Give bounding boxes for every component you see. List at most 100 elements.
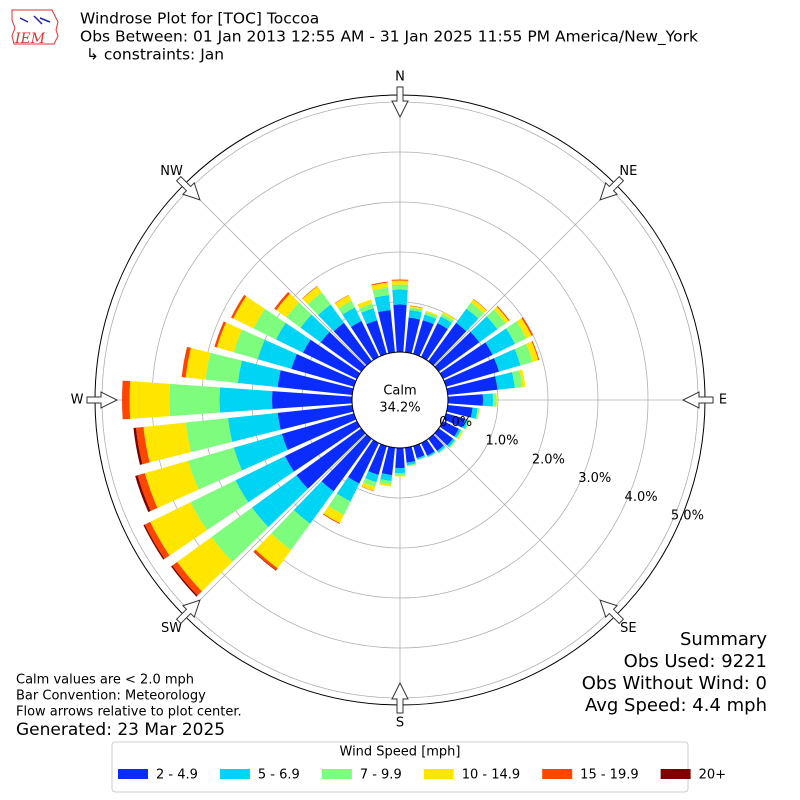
bar-segment xyxy=(307,292,331,316)
bar-segment xyxy=(470,407,478,419)
bar-segment xyxy=(506,321,527,344)
bar-segment xyxy=(442,311,455,321)
bar-segment xyxy=(379,479,392,485)
compass-label: NW xyxy=(160,164,183,179)
bar-segment xyxy=(456,429,463,439)
legend-title: Wind Speed [mph] xyxy=(340,745,461,760)
radial-tick-label: 0.0% xyxy=(439,415,472,430)
bar-segment xyxy=(494,348,521,372)
bar-segment xyxy=(391,279,409,281)
bar-segment xyxy=(427,451,436,458)
compass-label: S xyxy=(396,716,404,731)
flow-arrow xyxy=(391,86,409,119)
flow-arrow-shape xyxy=(175,175,201,201)
bar-segment xyxy=(477,408,480,420)
spoke xyxy=(184,433,367,616)
bar-segment xyxy=(143,524,165,560)
bar-segment xyxy=(437,445,446,453)
bar-segment xyxy=(413,320,434,357)
bar-segment xyxy=(129,381,171,419)
flow-arrow xyxy=(599,175,625,201)
logo-outline xyxy=(11,9,59,45)
bar-segment xyxy=(188,447,242,490)
bar-segment xyxy=(422,314,437,325)
bar-segment xyxy=(409,307,423,313)
bar-segment xyxy=(371,281,388,286)
bar-segment xyxy=(374,295,391,313)
bar-segment xyxy=(302,286,322,305)
logo-text: IEM xyxy=(14,31,46,47)
bar-segment xyxy=(361,482,376,491)
compass-label: SE xyxy=(620,621,636,636)
bar-segment xyxy=(365,471,379,483)
bar-segment xyxy=(286,302,312,328)
bar-segment xyxy=(253,551,277,571)
logo-lines xyxy=(19,15,51,25)
bar-segment xyxy=(438,446,446,454)
bar-segment xyxy=(409,306,423,310)
bar-segment xyxy=(216,322,242,353)
bar-segment xyxy=(328,493,351,516)
bar-segment xyxy=(237,360,281,388)
bar-segment xyxy=(296,428,366,489)
bar-segment xyxy=(333,322,372,366)
bar-segment xyxy=(496,393,497,407)
legend-label: 20+ xyxy=(699,768,726,783)
bar-segment xyxy=(272,391,353,409)
bar-segment xyxy=(457,430,464,440)
bar-segment xyxy=(378,482,392,487)
bar-segment xyxy=(277,370,354,395)
bar-segment xyxy=(135,426,150,465)
bar-segment xyxy=(464,419,470,430)
bar-segment xyxy=(347,439,379,484)
bar-segment xyxy=(185,347,211,380)
flow-arrow xyxy=(391,681,409,714)
bar-segment xyxy=(391,284,409,290)
spoke xyxy=(433,433,616,616)
chart-subtitle: Obs Between: 01 Jan 2013 12:55 AM - 31 J… xyxy=(80,28,698,47)
bar-segment xyxy=(211,507,269,562)
legend-label: 5 - 6.9 xyxy=(258,768,300,783)
bar-segment xyxy=(300,314,330,343)
bar-segment xyxy=(427,452,436,458)
summary-line: Summary xyxy=(680,629,767,650)
bar-segment xyxy=(235,456,294,503)
bar-segment xyxy=(361,486,374,492)
bar-segment xyxy=(439,342,493,379)
bar-segment xyxy=(519,369,526,388)
legend-swatch xyxy=(660,769,691,779)
bar-segment xyxy=(334,295,352,309)
bar-segment xyxy=(177,536,233,592)
bar-segment xyxy=(475,408,480,420)
bar-segment xyxy=(446,405,473,418)
bar-segment xyxy=(253,308,286,340)
flow-arrow-shape xyxy=(599,175,625,201)
bar-segment xyxy=(406,464,417,467)
bar-segment xyxy=(219,387,273,413)
bar-segment xyxy=(251,475,308,528)
bar-segment xyxy=(470,299,487,314)
bar-segment xyxy=(473,298,487,311)
spoke xyxy=(433,184,616,367)
bar-segment xyxy=(408,309,422,320)
calm-circle xyxy=(351,351,449,449)
bar-segment xyxy=(361,308,378,325)
bar-segment xyxy=(405,446,416,463)
bar-segment xyxy=(394,467,406,473)
compass-label: E xyxy=(719,393,727,408)
flow-arrow-shape xyxy=(681,391,714,409)
bar-segment xyxy=(514,343,533,366)
bar-segment xyxy=(214,321,226,348)
legend-label: 2 - 4.9 xyxy=(156,768,198,783)
bar-segment xyxy=(449,440,457,449)
bar-segment xyxy=(434,331,480,372)
bar-segment xyxy=(284,421,361,472)
bar-segment xyxy=(338,300,355,315)
bar-segment xyxy=(133,427,143,465)
flow-arrow-shape xyxy=(86,391,119,409)
bar-segment xyxy=(322,513,340,525)
bar-segment xyxy=(274,291,290,311)
bar-segment xyxy=(169,383,220,417)
